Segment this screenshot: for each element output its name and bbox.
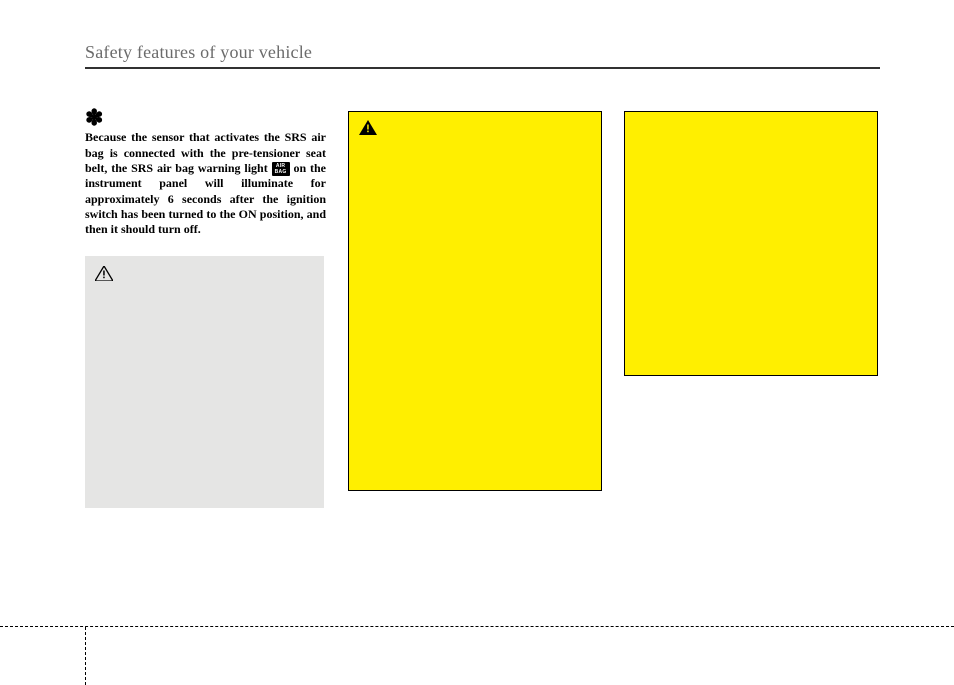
yellow-warning-box-small [624,111,878,376]
footer-vertical-dash [85,627,86,685]
footer-dash-rule [0,626,954,627]
column-2 [348,111,602,491]
header-rule [85,67,880,69]
warning-triangle-icon [95,266,113,281]
page-root: Safety features of your vehicle ✽ Becaus… [0,0,954,685]
warning-triangle-icon [359,120,377,135]
grey-caution-box [85,256,324,508]
airbag-icon-bottom: BAG [275,169,287,175]
yellow-warning-box-large [348,111,602,491]
column-1: ✽ Because the sensor that activates the … [85,111,326,508]
airbag-icon: AIRBAG [272,162,290,176]
note-asterisk-icon: ✽ [85,111,326,124]
page-title: Safety features of your vehicle [85,42,880,63]
column-3 [624,111,878,376]
columns: ✽ Because the sensor that activates the … [85,111,880,508]
note-body: Because the sensor that activates the SR… [85,130,326,238]
